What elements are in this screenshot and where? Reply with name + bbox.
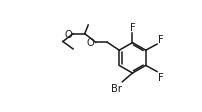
Text: Br: Br bbox=[110, 83, 122, 93]
Text: O: O bbox=[64, 29, 72, 39]
Text: F: F bbox=[158, 34, 164, 44]
Text: O: O bbox=[87, 38, 95, 48]
Text: F: F bbox=[130, 23, 135, 33]
Text: F: F bbox=[158, 72, 164, 82]
